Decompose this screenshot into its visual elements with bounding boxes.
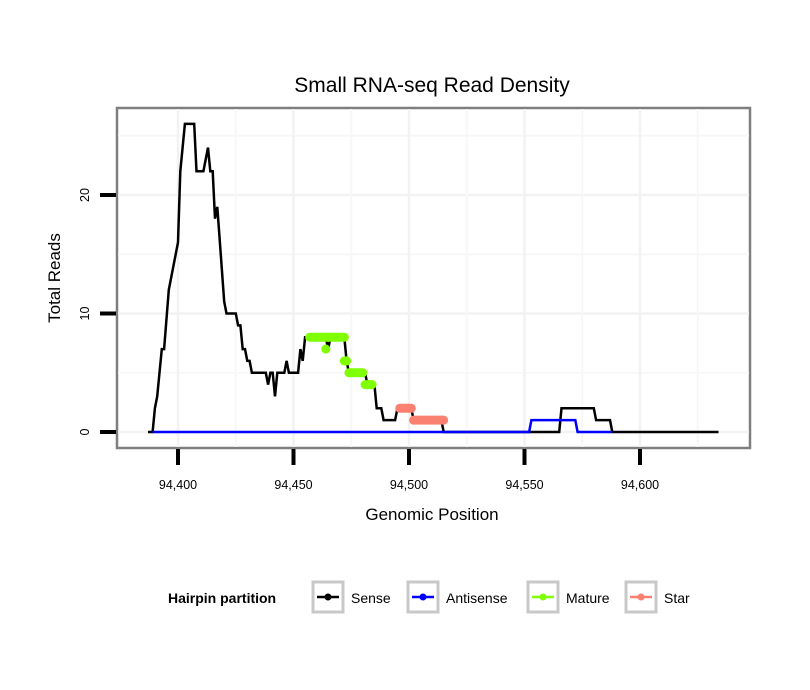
series-line-antisense bbox=[152, 418, 613, 434]
legend: Hairpin partition Sense Antisense Mature St… bbox=[168, 580, 690, 614]
series-layer bbox=[148, 122, 719, 434]
legend-item-antisense: Antisense bbox=[406, 580, 508, 614]
x-axis: 94,400 94,450 94,500 94,550 94,600 bbox=[159, 449, 659, 492]
x-tick-label: 94,450 bbox=[274, 478, 312, 492]
panel-border bbox=[115, 106, 752, 450]
legend-key-point bbox=[539, 593, 547, 601]
legend-key-point bbox=[637, 593, 645, 601]
plot-panel bbox=[115, 106, 752, 450]
chart-title: Small RNA-seq Read Density bbox=[294, 74, 570, 97]
x-tick-label: 94,400 bbox=[159, 478, 197, 492]
legend-label: Antisense bbox=[446, 590, 508, 606]
x-tick-label: 94,500 bbox=[390, 478, 428, 492]
y-tick-label: 0 bbox=[78, 428, 92, 435]
legend-title: Hairpin partition bbox=[168, 590, 276, 606]
legend-label: Sense bbox=[351, 590, 391, 606]
x-tick-label: 94,550 bbox=[505, 478, 543, 492]
legend-key-point bbox=[419, 593, 427, 601]
y-tick-label: 10 bbox=[78, 307, 92, 321]
y-tick-label: 20 bbox=[78, 188, 92, 202]
legend-label: Mature bbox=[566, 590, 610, 606]
legend-key-point bbox=[324, 593, 332, 601]
x-tick-label: 94,600 bbox=[621, 478, 659, 492]
legend-label: Star bbox=[664, 590, 690, 606]
legend-item-sense: Sense bbox=[311, 580, 391, 614]
y-axis-title: Total Reads bbox=[45, 233, 64, 323]
legend-item-star: Star bbox=[624, 580, 690, 614]
y-axis: 0 10 20 bbox=[78, 188, 116, 435]
legend-item-mature: Mature bbox=[526, 580, 610, 614]
grid-lines bbox=[118, 109, 749, 447]
x-axis-title: Genomic Position bbox=[365, 505, 498, 524]
